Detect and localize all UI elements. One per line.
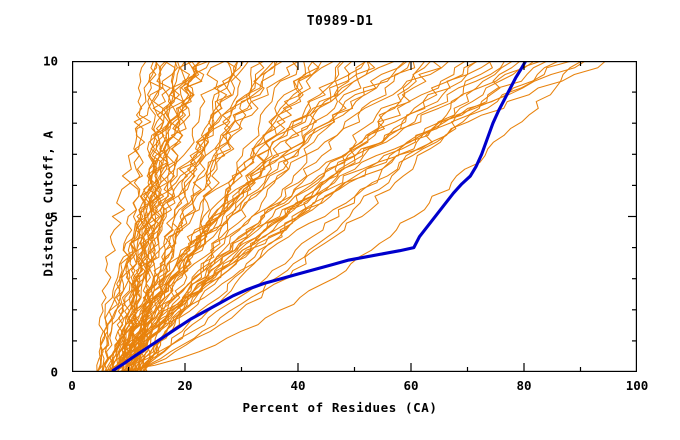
x-tick-label: 20 (177, 378, 193, 393)
x-tick-label: 60 (403, 378, 419, 393)
highlight-series-group (111, 61, 528, 372)
y-tick-label: 0 (50, 364, 58, 380)
background-series-group (96, 61, 607, 372)
x-axis-label: Percent of Residues (CA) (242, 400, 438, 415)
page-title: T0989-D1 (306, 14, 374, 29)
x-tick-label: 40 (290, 378, 306, 393)
y-tick-label: 10 (42, 53, 58, 69)
x-tick-label: 100 (625, 378, 649, 393)
x-tick-label: 80 (516, 378, 532, 393)
plot-area (72, 61, 637, 372)
axis-frame (72, 61, 637, 372)
y-axis-label: Distance Cutoff, A (40, 130, 56, 277)
plot-canvas (72, 61, 637, 372)
y-tick-label: 5 (50, 209, 58, 224)
x-tick-label: 0 (68, 378, 76, 393)
